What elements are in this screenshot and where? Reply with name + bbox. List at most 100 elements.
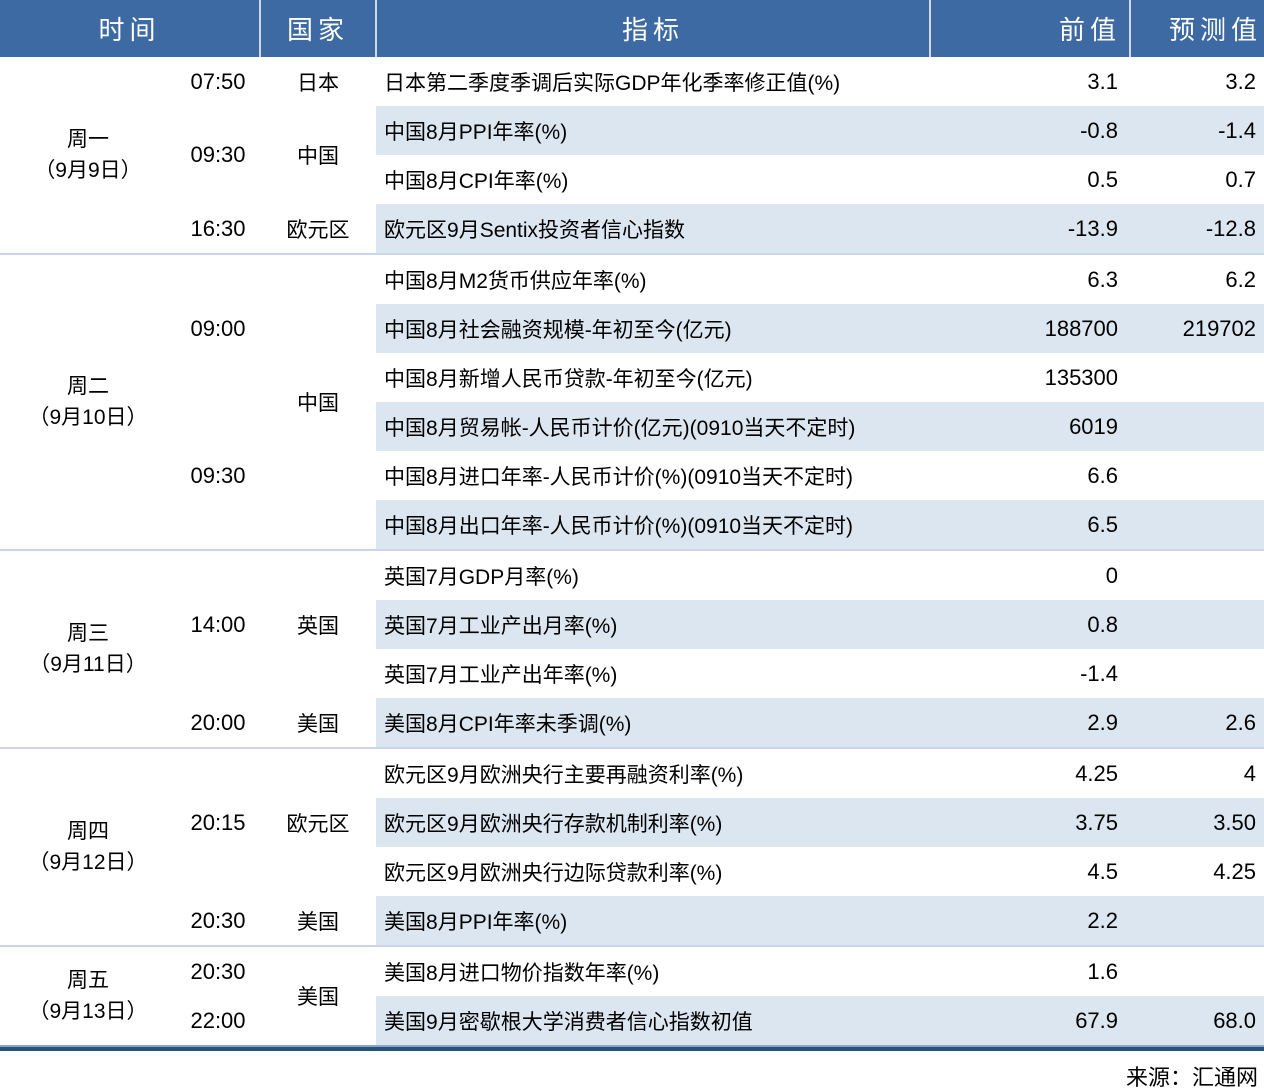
- indicator-cell: 中国8月进口年率-人民币计价(%)(0910当天不定时): [384, 465, 854, 489]
- col-header-time: 时间: [0, 0, 261, 57]
- forecast-cell: 4.25: [1213, 858, 1257, 884]
- indicator-cell: 中国8月出口年率-人民币计价(%)(0910当天不定时): [376, 500, 931, 550]
- col-header-indicator: 指标: [375, 0, 931, 57]
- previous-cell: 2.9: [930, 698, 1131, 748]
- table-row: 欧元区9月欧洲央行存款机制利率(%) 3.75 3.50: [0, 798, 1264, 847]
- table-row: 欧元区9月欧洲央行边际贷款利率(%) 4.5 4.25: [0, 847, 1264, 896]
- date-label: （9月12日）: [28, 851, 148, 874]
- day-label: 周五: [67, 968, 109, 992]
- previous-cell: 6.6: [1087, 462, 1119, 488]
- country-cell: 美国: [297, 910, 340, 934]
- forecast-cell: 3.2: [1225, 68, 1257, 94]
- table-row: 中国8月进口年率-人民币计价(%)(0910当天不定时) 6.6: [0, 451, 1264, 500]
- indicator-cell: 英国7月GDP月率(%): [376, 549, 931, 600]
- table-row: 周一 （9月9日） 07:50 日本 日本第二季度季调后实际GDP年化季率修正值(%) 3…: [0, 57, 1264, 183]
- calendar-body: 周一 （9月9日） 07:50 日本 日本第二季度季调后实际GDP年化季率修正值(%) 3…: [0, 57, 1264, 1045]
- col-header-forecast: 预测值: [1129, 0, 1264, 57]
- day-cell: 周三 （9月11日）: [0, 549, 176, 748]
- previous-cell: 1.6: [930, 945, 1131, 996]
- economic-calendar-table: 时间 国家 指标 前值 预测值 周一 （9月9日） 07:50 日本 日本第二季度季调后…: [0, 0, 1264, 1045]
- forecast-cell: 68.0: [1130, 996, 1264, 1045]
- time-cell: 07:50: [190, 68, 246, 94]
- indicator-cell: 中国8月贸易帐-人民币计价(亿元)(0910当天不定时): [376, 402, 931, 451]
- source-note: 来源：汇通网: [1125, 1065, 1258, 1090]
- col-header-country: 国家: [259, 0, 377, 57]
- indicator-cell: 中国8月M2货币供应年率(%): [376, 253, 931, 304]
- day-label: 周三: [67, 621, 109, 645]
- indicator-cell: 美国8月PPI年率(%): [376, 896, 931, 946]
- previous-cell: 6019: [930, 402, 1131, 451]
- time-cell: 20:30: [176, 945, 261, 996]
- indicator-cell: 欧元区9月欧洲央行存款机制利率(%): [376, 798, 931, 847]
- forecast-cell: [1130, 500, 1264, 550]
- table-header: 时间 国家 指标 前值 预测值: [0, 0, 1264, 57]
- table-row: 中国8月出口年率-人民币计价(%)(0910当天不定时) 6.5: [0, 500, 1264, 550]
- time-cell: 09:30: [190, 142, 246, 167]
- date-label: （9月10日）: [28, 406, 148, 429]
- table-row: 中国8月新增人民币贷款-年初至今(亿元) 135300: [0, 353, 1264, 402]
- previous-cell: 6.3: [930, 253, 1131, 304]
- indicator-cell: 欧元区9月Sentix投资者信心指数: [376, 204, 931, 254]
- table-row: 周五 （9月13日） 20:30 美国 美国8月进口物价指数年率(%) 1.6: [0, 945, 1264, 1045]
- table-row: 20:30 美国 美国8月PPI年率(%) 2.2: [0, 896, 1264, 946]
- indicator-cell: 欧元区9月欧洲央行边际贷款利率(%): [384, 861, 723, 885]
- forecast-cell: [1130, 353, 1264, 402]
- indicator-cell: 美国8月进口物价指数年率(%): [376, 945, 931, 996]
- country-cell: 中国: [297, 145, 340, 168]
- table-row: 周三 （9月11日） 14:00 英国 英国7月GDP月率(%) 0: [0, 549, 1264, 748]
- forecast-cell: [1130, 649, 1264, 698]
- date-label: （9月11日）: [29, 653, 147, 676]
- day-label: 周二: [67, 374, 109, 398]
- indicator-cell: 美国8月CPI年率未季调(%): [376, 698, 931, 748]
- time-cell: 22:00: [190, 1007, 246, 1033]
- previous-cell: -13.9: [930, 204, 1131, 254]
- time-cell: 09:00: [176, 253, 261, 402]
- forecast-cell: [1130, 896, 1264, 946]
- forecast-cell: [1130, 600, 1264, 649]
- bottom-rule: [0, 1045, 1264, 1051]
- table-row: 09:30 中国8月贸易帐-人民币计价(亿元)(0910当天不定时) 6019: [0, 402, 1264, 488]
- indicator-cell: 英国7月工业产出年率(%): [384, 663, 618, 687]
- indicator-cell: 中国8月PPI年率(%): [376, 106, 931, 155]
- day-label: 周一: [67, 127, 109, 151]
- time-cell: 20:00: [190, 709, 246, 735]
- forecast-cell: 3.50: [1130, 798, 1264, 847]
- country-cell: 欧元区: [286, 218, 350, 242]
- previous-cell: 188700: [930, 304, 1131, 353]
- indicator-cell: 美国9月密歇根大学消费者信心指数初值: [376, 996, 931, 1045]
- day-label: 周四: [67, 819, 109, 843]
- country-cell: 美国: [260, 945, 377, 1045]
- time-cell: 20:15: [176, 747, 261, 896]
- table-row: 16:30 欧元区 欧元区9月Sentix投资者信心指数 -13.9 -12.8: [0, 204, 1264, 254]
- country-cell: 日本: [297, 71, 340, 95]
- time-cell: 20:30: [190, 907, 246, 933]
- country-cell: 中国: [260, 253, 377, 550]
- forecast-cell: 6.2: [1130, 253, 1264, 304]
- col-header-previous: 前值: [929, 0, 1131, 57]
- forecast-cell: [1130, 402, 1264, 451]
- table-row: 22:00 美国9月密歇根大学消费者信心指数初值 67.9 68.0: [0, 996, 1264, 1045]
- indicator-cell: 英国7月工业产出月率(%): [376, 600, 931, 649]
- previous-cell: 2.2: [930, 896, 1131, 946]
- forecast-cell: [1130, 945, 1264, 996]
- time-cell: 09:30: [190, 462, 246, 488]
- time-cell: 14:00: [176, 549, 261, 698]
- table-row: 英国7月工业产出月率(%) 0.8: [0, 600, 1264, 649]
- day-cell: 周四 （9月12日）: [0, 747, 176, 946]
- forecast-cell: [1130, 451, 1264, 500]
- previous-cell: 67.9: [930, 996, 1131, 1045]
- forecast-cell: 219702: [1130, 304, 1264, 353]
- previous-cell: 0.5: [1087, 166, 1119, 192]
- table-row: 09:30 中国 中国8月PPI年率(%) -0.8 -1.4: [0, 106, 1264, 168]
- header-row: 时间 国家 指标 前值 预测值: [0, 0, 1264, 57]
- indicator-cell: 日本第二季度季调后实际GDP年化季率修正值(%): [384, 71, 841, 95]
- table-row: 中国8月社会融资规模-年初至今(亿元) 188700 219702: [0, 304, 1264, 353]
- time-cell: 16:30: [190, 215, 246, 241]
- previous-cell: 3.1: [1087, 68, 1119, 94]
- date-label: （9月13日）: [28, 1000, 148, 1023]
- indicator-cell: 中国8月社会融资规模-年初至今(亿元): [376, 304, 931, 353]
- forecast-cell: -12.8: [1130, 204, 1264, 254]
- previous-cell: -0.8: [930, 106, 1131, 155]
- date-label: （9月9日）: [34, 159, 142, 182]
